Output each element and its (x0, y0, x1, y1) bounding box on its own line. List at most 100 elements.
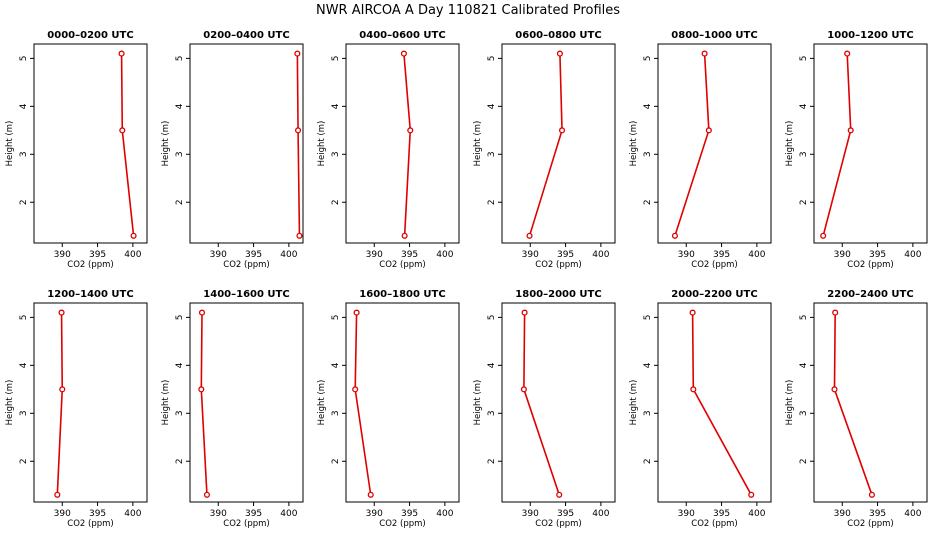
data-point (294, 50, 301, 57)
y-tick-label: 4 (19, 362, 29, 368)
panel-12: 2200–2400 UTC 390 395 400 2 3 4 5 CO2 (ppm) Heigh… (785, 289, 928, 529)
y-tick-label: 3 (331, 151, 341, 157)
panel-7: 1200–1400 UTC 390 395 400 2 3 4 5 CO2 (ppm) Heigh… (5, 289, 148, 529)
panel-1: 0000–0200 UTC 390 395 400 2 3 4 5 CO2 (ppm) Heigh… (5, 30, 148, 270)
y-tick-label: 5 (487, 56, 497, 62)
x-axis-label: CO2 (ppm) (223, 519, 269, 529)
y-tick-label: 4 (175, 362, 185, 368)
y-tick-label: 5 (799, 56, 809, 62)
panel-11: 2000–2200 UTC 390 395 400 2 3 4 5 CO2 (ppm) Heigh… (629, 289, 772, 529)
x-tick-label: 400 (436, 250, 453, 260)
y-tick-label: 4 (643, 362, 653, 368)
data-point (401, 232, 408, 239)
y-tick-label: 2 (643, 458, 653, 464)
y-tick-label: 3 (799, 410, 809, 416)
y-tick-label: 2 (19, 199, 29, 205)
y-tick-label: 3 (487, 151, 497, 157)
y-tick-label: 3 (175, 151, 185, 157)
panel-title: 2200–2400 UTC (827, 289, 913, 300)
data-point (520, 386, 527, 393)
data-point (705, 127, 712, 134)
y-tick-label: 3 (487, 410, 497, 416)
y-tick-label: 5 (19, 56, 29, 62)
x-axis-label: CO2 (ppm) (691, 260, 737, 270)
y-tick-label: 3 (331, 410, 341, 416)
data-point (198, 309, 206, 316)
x-axis-label: CO2 (ppm) (67, 519, 113, 529)
x-tick-label: 400 (904, 250, 921, 260)
data-point (119, 127, 126, 134)
y-tick-label: 5 (487, 315, 497, 321)
profile-line (833, 312, 873, 496)
x-tick-label: 390 (366, 250, 383, 260)
panel-title: 2000–2200 UTC (671, 289, 757, 300)
x-tick-label: 395 (713, 250, 730, 260)
x-tick-label: 390 (366, 509, 383, 519)
y-axis-label: Height (m) (473, 380, 483, 426)
y-axis-label: Height (m) (317, 121, 327, 167)
x-tick-label: 395 (869, 509, 886, 519)
x-tick-label: 395 (401, 509, 418, 519)
plot-frame (33, 302, 148, 503)
x-tick-label: 395 (713, 509, 730, 519)
x-axis-label: CO2 (ppm) (223, 260, 269, 270)
x-tick-label: 400 (904, 509, 921, 519)
y-tick-label: 4 (175, 103, 185, 109)
data-point (844, 50, 851, 57)
y-tick-label: 4 (643, 103, 653, 109)
plot-frame (657, 302, 772, 503)
y-tick-label: 2 (331, 458, 341, 464)
y-tick-label: 4 (799, 103, 809, 109)
panel-4: 0600–0800 UTC 390 395 400 2 3 4 5 CO2 (ppm) Heigh… (473, 30, 616, 270)
y-tick-label: 3 (799, 151, 809, 157)
x-tick-label: 400 (592, 250, 609, 260)
data-point (748, 491, 755, 498)
y-tick-label: 2 (331, 199, 341, 205)
x-tick-label: 390 (522, 250, 539, 260)
panel-title: 1400–1600 UTC (203, 289, 289, 300)
data-point (868, 491, 875, 498)
panel-title: 0800–1000 UTC (671, 30, 757, 41)
panel-6: 1000–1200 UTC 390 395 400 2 3 4 5 CO2 (ppm) Heigh… (785, 30, 928, 270)
profile-line (200, 312, 208, 495)
profile-line (403, 53, 412, 236)
x-tick-label: 400 (592, 509, 609, 519)
y-tick-label: 2 (175, 199, 185, 205)
y-tick-label: 5 (19, 315, 29, 321)
data-point (521, 309, 528, 316)
data-point (130, 232, 137, 239)
y-tick-label: 4 (19, 103, 29, 109)
profile-line (354, 312, 372, 495)
data-point (689, 309, 696, 316)
data-point (203, 491, 211, 498)
x-tick-label: 395 (245, 509, 262, 519)
data-point (847, 127, 854, 134)
data-point (59, 386, 66, 393)
data-point (118, 50, 125, 57)
panel-grid: 0000–0200 UTC 390 395 400 2 3 4 5 CO2 (ppm) Heigh… (5, 30, 928, 529)
x-tick-label: 400 (748, 509, 765, 519)
x-axis-label: CO2 (ppm) (847, 519, 893, 529)
x-tick-label: 390 (678, 509, 695, 519)
y-axis-label: Height (m) (161, 121, 171, 167)
x-tick-label: 390 (210, 250, 227, 260)
y-tick-label: 2 (487, 458, 497, 464)
y-axis-label: Height (m) (785, 121, 795, 167)
y-tick-label: 4 (799, 362, 809, 368)
panel-title: 0200–0400 UTC (203, 30, 289, 41)
panel-title: 1600–1800 UTC (359, 289, 445, 300)
profile-line (56, 312, 64, 495)
panel-title: 0600–0800 UTC (515, 30, 601, 41)
x-tick-label: 395 (89, 509, 106, 519)
data-point (556, 491, 563, 498)
y-axis-label: Height (m) (317, 380, 327, 426)
data-point (352, 386, 359, 393)
y-axis-label: Height (m) (161, 380, 171, 426)
profile-line (120, 53, 135, 236)
y-tick-label: 4 (331, 103, 341, 109)
x-tick-label: 390 (210, 509, 227, 519)
y-tick-label: 3 (643, 410, 653, 416)
panel-9: 1600–1800 UTC 390 395 400 2 3 4 5 CO2 (ppm) Heigh… (317, 289, 460, 529)
y-tick-label: 5 (799, 315, 809, 321)
data-point (295, 127, 302, 134)
